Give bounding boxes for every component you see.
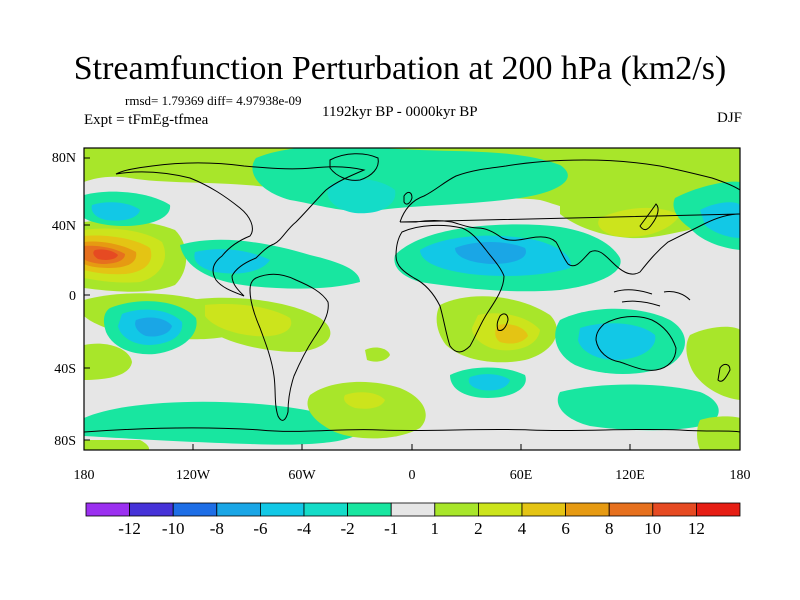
colorbar-swatch (390, 502, 436, 517)
contour-negative (135, 317, 172, 337)
coastline-south-america (249, 273, 329, 421)
contour-positive (84, 343, 132, 380)
lon-tick-label: 180 (74, 468, 95, 483)
colorbar-label: -8 (210, 519, 224, 538)
coastline-greenland (329, 153, 379, 181)
colorbar-swatch (652, 502, 697, 517)
colorbar-label: -4 (297, 519, 312, 538)
coastline-new-zealand (717, 363, 731, 382)
contour-field (84, 148, 740, 450)
contour-negative (700, 202, 740, 238)
lat-tick-label: 40N (52, 219, 76, 234)
colorbar-label: 4 (518, 519, 527, 538)
contour-positive (697, 416, 740, 450)
contour-positive (686, 326, 740, 400)
colorbar-swatch (608, 502, 654, 517)
coastline-eurasia (399, 159, 740, 275)
colorbar-label: 6 (561, 519, 570, 538)
coastline-indonesia (613, 289, 691, 307)
colorbar-label: 1 (431, 519, 440, 538)
lon-tick-label: 180 (730, 468, 751, 483)
period-label: 1192kyr BP - 0000kyr BP (322, 104, 478, 120)
stats-line: rmsd= 1.79369 diff= 4.97938e-09 (125, 93, 302, 108)
colorbar-swatch (434, 502, 479, 517)
colorbar-swatch (347, 502, 392, 517)
colorbar-label: 10 (644, 519, 661, 538)
colorbar-label: -6 (253, 519, 267, 538)
contour-negative (455, 242, 526, 264)
lat-tick-label: 80N (52, 151, 76, 166)
colorbar-label: 12 (688, 519, 705, 538)
colorbar: -12 -10 -8 -6 -4 -2 -1 1 2 4 6 8 10 12 (85, 502, 741, 538)
axis-ticks (83, 157, 741, 450)
colorbar-swatch (521, 502, 566, 517)
contour-negative (327, 178, 396, 214)
colorbar-swatch (565, 502, 610, 517)
contour-negative (468, 374, 510, 391)
colorbar-swatch (172, 502, 218, 517)
lon-tick-label: 120W (176, 468, 211, 483)
lon-tick-label: 60E (510, 468, 533, 483)
lon-tick-label: 60W (288, 468, 316, 483)
lat-tick-label: 0 (69, 289, 76, 304)
contour-positive (598, 207, 680, 238)
colorbar-swatch (129, 502, 174, 517)
coastline-japan (639, 203, 659, 231)
colorbar-label: -12 (118, 519, 141, 538)
colorbar-label: -1 (384, 519, 398, 538)
colorbar-label: -2 (341, 519, 355, 538)
colorbar-label: 2 (474, 519, 483, 538)
lon-tick-label: 0 (409, 468, 416, 483)
colorbar-swatch (477, 502, 523, 517)
colorbar-label: -10 (162, 519, 185, 538)
contour-positive (344, 392, 385, 409)
contour-positive (84, 440, 150, 450)
colorbar-swatch (303, 502, 348, 517)
contour-positive (365, 347, 390, 362)
coastlines (84, 153, 740, 433)
colorbar-swatch (696, 502, 741, 517)
colorbar-swatch (216, 502, 261, 517)
colorbar-swatch (85, 502, 130, 517)
lat-tick-label: 80S (54, 434, 76, 449)
experiment-label: Expt = tFmEg-tfmea (84, 112, 209, 128)
contour-positive (307, 381, 426, 439)
contour-positive (205, 304, 292, 337)
coastline-africa (395, 224, 505, 353)
coastline-north-america (115, 162, 366, 297)
coastline-antarctica (84, 427, 740, 433)
coastline-australia (595, 316, 677, 371)
colorbar-label: 8 (605, 519, 614, 538)
lat-tick-label: 40S (54, 362, 76, 377)
colorbar-swatch (259, 502, 305, 517)
contour-negative (91, 202, 140, 221)
contour-negative (84, 401, 360, 445)
lon-tick-label: 120E (615, 468, 645, 483)
coastline-uk (403, 191, 413, 205)
figure-title: Streamfunction Perturbation at 200 hPa (… (73, 50, 727, 87)
season-label: DJF (716, 110, 742, 126)
contour-positive (93, 249, 118, 260)
contour-negative (557, 384, 719, 431)
coastline-madagascar (496, 313, 509, 331)
